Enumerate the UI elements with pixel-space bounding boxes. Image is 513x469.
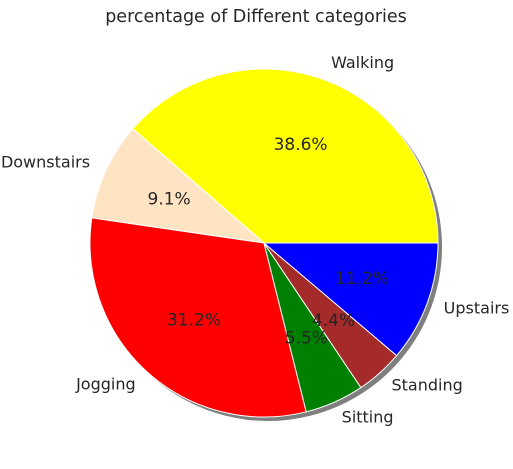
slice-label-upstairs: Upstairs	[444, 298, 510, 317]
pie-labels: Walking 38.6% Downstairs 9.1% Jogging 31.2% Si…	[1, 53, 509, 426]
slice-percent-jogging: 31.2%	[167, 310, 221, 330]
slice-label-downstairs: Downstairs	[1, 153, 90, 172]
slice-percent-upstairs: 11.2%	[335, 269, 389, 289]
slice-label-walking: Walking	[331, 53, 394, 72]
slice-percent-sitting: 5.5%	[285, 328, 328, 348]
slice-percent-walking: 38.6%	[274, 135, 328, 155]
chart-title: percentage of Different categories	[105, 7, 407, 27]
pie-slice-upstairs	[263, 242, 439, 357]
slice-percent-standing: 4.4%	[312, 311, 355, 331]
pie-slice-downstairs	[91, 128, 265, 244]
slice-label-standing: Standing	[391, 375, 462, 394]
pie-slices	[89, 68, 439, 418]
slice-percent-downstairs: 9.1%	[148, 189, 191, 209]
pie-slice-walking	[132, 68, 439, 244]
pie-slice-jogging	[89, 217, 307, 418]
slice-label-sitting: Sitting	[342, 407, 394, 426]
slice-label-jogging: Jogging	[75, 374, 136, 393]
